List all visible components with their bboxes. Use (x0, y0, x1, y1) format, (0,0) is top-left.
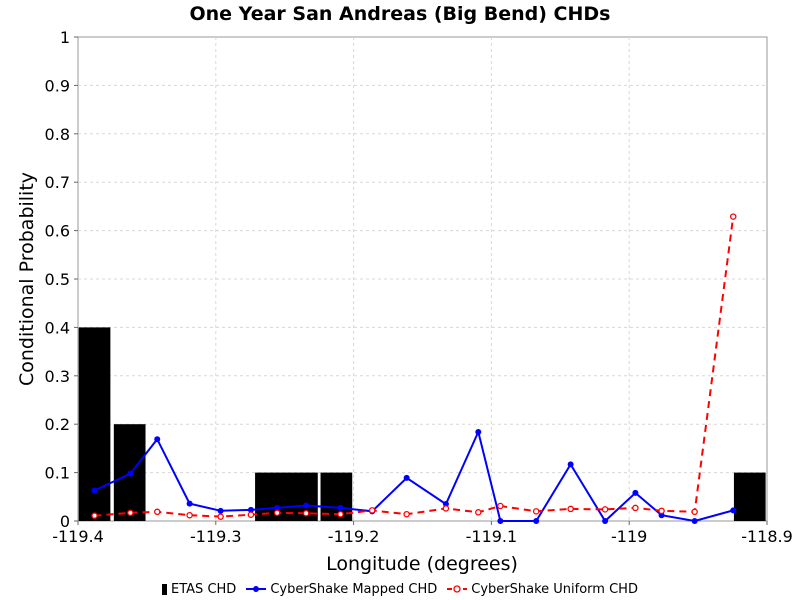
x-tick-label: -119 (611, 527, 647, 546)
point-cybershake-mapped-chd (186, 500, 193, 507)
y-axis-ticks: 0 0.1 0.2 0.3 0.4 0.5 0.6 0.7 0.8 0.9 1 (45, 28, 78, 531)
legend-label-mapped: CyberShake Mapped CHD (270, 581, 438, 597)
x-tick-label: -118.9 (741, 527, 793, 546)
point-cybershake-mapped-chd (274, 504, 281, 511)
point-cybershake-mapped-chd (337, 504, 344, 511)
y-tick-label: 0.6 (45, 222, 70, 241)
point-cybershake-mapped-chd (567, 461, 574, 468)
chart-title: One Year San Andreas (Big Bend) CHDs (190, 3, 611, 25)
bar-etas-chd (733, 472, 766, 521)
legend-label-etas: ETAS CHD (171, 581, 237, 597)
y-tick-label: 0 (60, 512, 70, 531)
y-tick-label: 0.2 (45, 415, 70, 434)
y-axis-label: Conditional Probability (16, 172, 38, 386)
x-tick-label: -119.2 (328, 527, 380, 546)
point-cybershake-uniform-chd (658, 507, 665, 515)
legend-item-uniform: CyberShake Uniform CHD (447, 582, 638, 597)
point-cybershake-uniform-chd (601, 506, 609, 513)
point-cybershake-mapped-chd (303, 502, 310, 509)
point-cybershake-mapped-chd (602, 518, 609, 524)
y-tick-label: 0.8 (45, 125, 70, 144)
y-tick-label: 0.3 (45, 367, 70, 386)
point-cybershake-uniform-chd (442, 505, 450, 512)
y-tick-label: 0.1 (45, 464, 70, 483)
point-cybershake-mapped-chd (91, 487, 98, 494)
point-cybershake-uniform-chd (403, 510, 410, 518)
point-cybershake-uniform-chd (691, 508, 698, 516)
point-cybershake-mapped-chd (691, 518, 698, 524)
y-tick-label: 0.7 (45, 173, 70, 192)
x-axis-ticks: -119.4 -119.3 -119.2 -119.1 -119 -118.9 (52, 521, 793, 546)
point-cybershake-uniform-chd (247, 511, 255, 518)
point-cybershake-uniform-chd (273, 509, 281, 517)
point-cybershake-uniform-chd (475, 509, 482, 516)
point-cybershake-uniform-chd (497, 502, 504, 510)
bars (78, 327, 766, 521)
x-tick-label: -119.4 (52, 527, 104, 546)
legend-swatch-uniform (447, 585, 468, 593)
y-tick-label: 0.4 (45, 318, 70, 337)
x-tick-label: -119.3 (190, 527, 242, 546)
point-cybershake-uniform-chd (302, 510, 310, 517)
point-cybershake-uniform-chd (217, 513, 224, 520)
y-tick-label: 1 (60, 28, 70, 47)
point-cybershake-mapped-chd (154, 436, 161, 443)
legend-item-etas: ETAS CHD (162, 582, 236, 597)
point-cybershake-uniform-chd (632, 504, 639, 512)
point-cybershake-uniform-chd (337, 510, 344, 518)
y-tick-label: 0.5 (45, 270, 70, 289)
x-tick-label: -119.1 (466, 527, 518, 546)
point-cybershake-uniform-chd (729, 213, 737, 220)
point-cybershake-mapped-chd (730, 507, 737, 514)
point-cybershake-mapped-chd (247, 506, 254, 513)
point-cybershake-uniform-chd (532, 508, 540, 515)
series-markers (91, 213, 737, 524)
point-cybershake-uniform-chd (91, 512, 98, 519)
point-cybershake-mapped-chd (632, 489, 639, 496)
point-cybershake-uniform-chd (567, 505, 574, 513)
point-cybershake-uniform-chd (186, 511, 193, 519)
grid (78, 37, 767, 521)
legend-swatch-mapped (246, 586, 267, 592)
bar-etas-chd (255, 472, 287, 521)
point-cybershake-mapped-chd (475, 428, 482, 435)
point-cybershake-uniform-chd (153, 508, 161, 516)
point-cybershake-mapped-chd (403, 474, 410, 481)
x-axis-label: Longitude (degrees) (326, 553, 518, 575)
point-cybershake-mapped-chd (497, 518, 504, 524)
legend: ETAS CHD CyberShake Mapped CHD CyberShak… (0, 579, 800, 599)
legend-item-mapped: CyberShake Mapped CHD (246, 582, 437, 597)
point-cybershake-mapped-chd (217, 507, 224, 514)
legend-swatch-etas (162, 583, 168, 595)
point-cybershake-mapped-chd (127, 470, 134, 477)
point-cybershake-uniform-chd (368, 507, 376, 514)
y-tick-label: 0.9 (45, 76, 70, 95)
point-cybershake-mapped-chd (533, 518, 540, 524)
point-cybershake-uniform-chd (127, 509, 134, 517)
legend-label-uniform: CyberShake Uniform CHD (471, 581, 638, 597)
